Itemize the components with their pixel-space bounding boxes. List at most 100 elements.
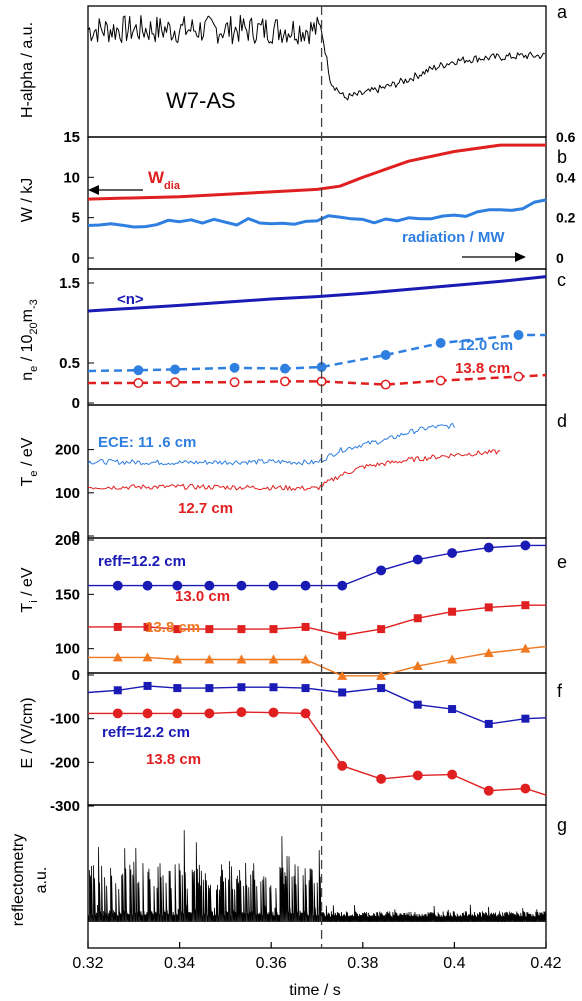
ti-13-8cm-marker [376, 670, 387, 680]
ti-12-2cm-marker [376, 565, 387, 576]
ti-12-2cm-marker [112, 580, 123, 591]
ti-12-2cm-marker [483, 542, 494, 553]
series-label-12-7cm: 12.7 cm [178, 500, 233, 517]
ti-13-8cm-marker [337, 670, 348, 680]
e-13-8cm-marker [142, 708, 153, 719]
machine-label: W7-AS [166, 88, 236, 113]
ti-13-8cm-marker [412, 661, 423, 671]
ti-13-8cm-marker [172, 654, 183, 664]
y-tick-label: 100 [55, 641, 80, 658]
ne-12cm-line [87, 333, 546, 373]
ne-12cm-marker [513, 330, 524, 340]
ne-12cm-marker [279, 363, 290, 374]
series-label-12cm: 12.0 cm [458, 337, 513, 354]
series-label-13-8cm-e: 13.8 cm [146, 751, 201, 768]
e-12-2cm-marker [448, 705, 457, 714]
ti-13-0cm-marker [269, 625, 278, 634]
plot-layer [87, 14, 547, 923]
e-12-2cm-line [87, 685, 547, 725]
e-12-2cm-marker [205, 684, 214, 693]
e-13-8cm-marker [268, 707, 279, 718]
series-label-reff-ti: reff=12.2 cm [98, 553, 186, 570]
x-tick-label: 0.36 [256, 955, 287, 972]
panel-frame-d [87, 404, 547, 539]
y-tick-label: 0 [72, 250, 80, 267]
series-label-wdia-sub: dia [164, 180, 181, 192]
ne-13-8cm-marker [435, 375, 446, 386]
y-tick-label-right: 0 [556, 250, 564, 266]
ti-13-0cm-marker [338, 631, 347, 640]
y-tick-label: 150 [55, 586, 80, 603]
ne-13-8cm-marker [133, 378, 144, 388]
ti-13-0cm-marker [301, 622, 310, 631]
ti-12-2cm-marker [337, 580, 348, 591]
y-tick-label: 200 [55, 442, 80, 459]
series-label-wdia: Wdia [148, 168, 181, 192]
e-12-2cm-marker [413, 700, 422, 709]
wdia-line [87, 143, 546, 201]
ne-13-8cm-marker [279, 376, 290, 387]
ti-13-0cm-marker [377, 625, 386, 634]
ti-13-0cm-marker [173, 625, 182, 634]
e-13-8cm-marker [112, 708, 123, 719]
panel-frame-g [87, 804, 547, 949]
ti-13-8cm-marker [520, 643, 531, 653]
ti-12-2cm-marker [412, 554, 423, 565]
series-label-13-0cm: 13.0 cm [175, 588, 230, 605]
panels-group: 0.32 0.34 0.36 0.38 0.4 0.42 15 0.6 10 0.4 5 0.2 0 0 1… [50, 5, 576, 972]
ti-13-8cm-marker [142, 652, 153, 662]
e-13-8cm-marker [172, 708, 183, 719]
series-label-reff-e: reff=12.2 cm [102, 724, 190, 741]
ne-12cm-marker [435, 338, 446, 348]
ne-13-8cm-marker [513, 371, 524, 382]
ti-13-0cm-marker [237, 625, 246, 634]
ylabel-reflectometry: reflectometry [10, 834, 27, 926]
y-tick-label-right: 0.6 [556, 129, 576, 145]
e-13-8cm-marker [447, 769, 458, 780]
e-12-2cm-marker [484, 719, 493, 728]
ti-13-0cm-marker [484, 603, 493, 612]
y-tick-label: 10 [63, 169, 80, 186]
ne-13-8cm-marker [229, 377, 240, 388]
y-tick-label: 1.5 [59, 275, 80, 292]
y-tick-label: 0.5 [59, 355, 80, 372]
ne-12cm-marker [229, 362, 240, 373]
y-tick-label: 15 [63, 129, 80, 146]
reflectometry-trace [88, 830, 547, 923]
ne-13-8cm-marker [380, 379, 391, 390]
wdia-arrow-head [88, 185, 99, 195]
ne-12cm-marker [380, 350, 391, 360]
ti-12-2cm-marker [447, 548, 458, 558]
radiation-arrow-head [515, 252, 526, 262]
ne-12cm-marker [170, 364, 180, 375]
ti-12-2cm-marker [520, 540, 531, 551]
e-12-2cm-marker [143, 681, 152, 690]
ti-12-2cm-marker [142, 580, 153, 591]
e-13-8cm-marker [236, 707, 247, 718]
e-13-8cm-marker [483, 785, 494, 796]
panel-letter-d: d [557, 411, 567, 431]
series-label-13-8cm-ti: 13.8 cm [145, 619, 200, 636]
y-tick-label: -300 [50, 798, 80, 815]
e-12-2cm-marker [269, 683, 278, 692]
ti-12-2cm-marker [172, 580, 183, 591]
ylabel-ne: ne / 1020m-3 [19, 299, 40, 381]
ti-13-8cm-marker [300, 654, 311, 664]
te-ece-trace [87, 422, 455, 466]
e-13-8cm-marker [337, 760, 348, 771]
e-12-2cm-marker [521, 714, 530, 723]
e-12-2cm-marker [113, 686, 122, 695]
y-tick-label: 200 [55, 532, 80, 549]
ti-13-8cm-marker [112, 652, 123, 662]
x-tick-label: 0.42 [530, 955, 561, 972]
x-axis-title: time / s [289, 982, 341, 999]
panel-frame-b [87, 136, 547, 270]
ti-12-2cm-marker [300, 580, 311, 591]
e-12-2cm-marker [237, 683, 246, 692]
ti-12-2cm-marker [236, 580, 247, 591]
te-12-7cm-trace [87, 449, 501, 491]
panel-letter-e: e [557, 552, 567, 572]
ti-13-8cm-line [88, 645, 547, 677]
e-13-8cm-marker [520, 783, 531, 794]
